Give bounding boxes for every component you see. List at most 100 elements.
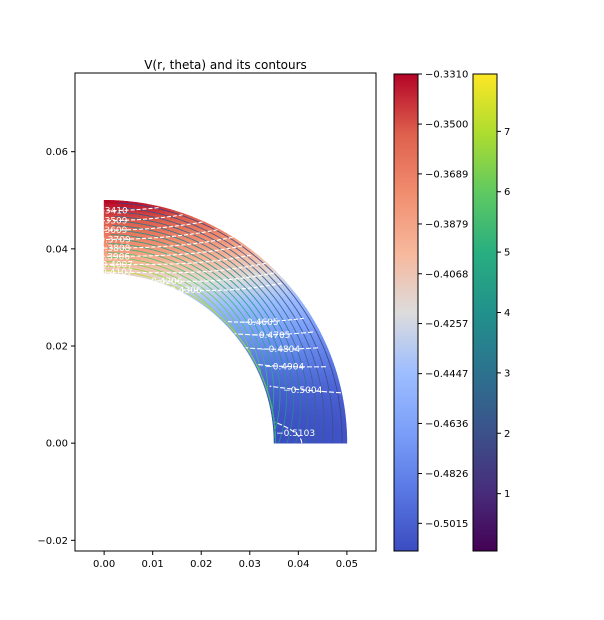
contour-line: [245, 347, 319, 350]
field-cell: [323, 434, 328, 440]
colorbar-stream-gradient: [472, 73, 498, 552]
field-cell: [339, 395, 344, 402]
field-cell: [326, 433, 331, 440]
colorbar-tick-label: 2: [504, 429, 510, 440]
contour-label: −0.4206: [144, 277, 183, 287]
field-cell: [343, 428, 347, 435]
contour-label: −0.3906: [91, 252, 130, 262]
field-cell: [342, 414, 347, 420]
contour-label: −0.3709: [92, 235, 131, 245]
contour-line: [104, 229, 218, 240]
y-tick-label: −0.02: [37, 536, 68, 547]
x-tick-label: 0.01: [142, 559, 164, 570]
contour-label: −0.4107: [94, 268, 133, 278]
streamline: [111, 229, 294, 444]
field-cell: [335, 433, 339, 439]
colorbar-tick-label: 5: [504, 248, 510, 259]
colorbar-v: −0.3310 −0.3500 −0.3689 −0.3879 −0.4068 −0.42…: [393, 70, 468, 552]
field-cell: [279, 439, 283, 444]
field-cell: [339, 400, 345, 406]
contour-line: [258, 364, 326, 368]
contour-line: [104, 254, 252, 266]
colorbar-tick-label: −0.4826: [425, 469, 468, 480]
field-cell: [103, 199, 110, 204]
streamline: [113, 220, 309, 444]
colorbar-tick-label: 1: [504, 489, 510, 500]
y-tick-label: 0.00: [46, 439, 68, 450]
field-cell: [315, 434, 320, 440]
plot-area: −0.3410−0.3509−0.3609−0.3709−0.3808−0.39…: [88, 199, 348, 444]
field-cell: [338, 438, 342, 444]
field-cell: [113, 200, 119, 204]
contour-line: [269, 385, 342, 394]
field-cell: [341, 409, 346, 416]
y-tick-label: 0.04: [46, 244, 68, 255]
field-cell: [335, 438, 339, 444]
contour-label: −0.4804: [261, 345, 300, 355]
contour-label: −0.4007: [94, 261, 133, 271]
colorbar-tick-label: −0.4447: [425, 369, 468, 380]
field-cell: [290, 439, 294, 444]
x-tick-label: 0.03: [239, 559, 261, 570]
y-tick-label: 0.02: [46, 342, 68, 353]
contour-label: −0.3509: [88, 217, 127, 227]
contour-label: −0.3410: [89, 207, 128, 217]
colorbar-tick-label: −0.3310: [425, 70, 468, 81]
contour-line: [104, 207, 159, 212]
colorbar-tick-label: −0.5015: [425, 519, 468, 530]
field-cell: [343, 433, 348, 439]
colorbar-stream-ticks: 1 2 3 4 5 6 7: [497, 127, 510, 500]
x-tick-label: 0.02: [190, 559, 212, 570]
contour-label: −0.4605: [240, 318, 279, 328]
contour-line: [104, 262, 267, 274]
field-cell: [343, 438, 348, 444]
contour-lines: −0.3410−0.3509−0.3609−0.3709−0.3808−0.39…: [88, 207, 342, 444]
contour-label: −0.5103: [276, 429, 315, 439]
x-tick-label: 0.05: [336, 559, 358, 570]
colorbar-tick-label: −0.4636: [425, 419, 468, 430]
field-cell: [307, 438, 311, 444]
potential-field: [103, 199, 348, 444]
contour-line: [104, 236, 233, 249]
field-cell: [318, 438, 322, 444]
field-cell: [337, 433, 342, 439]
field-cell: [324, 438, 328, 444]
field-cell: [343, 423, 347, 430]
contour-label: −0.4306: [163, 286, 202, 296]
contour-line: [156, 272, 275, 282]
field-cell: [332, 438, 336, 444]
y-axis-ticks: −0.02 0.00 0.02 0.04 0.06: [37, 147, 75, 547]
plot-frame: [74, 72, 377, 552]
colorbar-tick-label: −0.3500: [425, 120, 468, 131]
contour-line: [178, 282, 282, 292]
colorbar-v-gradient: [393, 73, 419, 552]
colorbar-tick-label: −0.4257: [425, 319, 468, 330]
chart-title: V(r, theta) and its contours: [144, 58, 307, 72]
field-cell: [310, 438, 314, 444]
contour-label: −0.3609: [88, 226, 127, 236]
field-cell: [342, 419, 347, 425]
field-cell: [340, 404, 345, 411]
colorbar-tick-label: 6: [504, 187, 510, 198]
x-tick-label: 0.00: [93, 559, 115, 570]
x-tick-label: 0.04: [287, 559, 309, 570]
y-tick-label: 0.06: [46, 147, 68, 158]
streamline: [112, 225, 301, 444]
colorbar-tick-label: −0.3879: [425, 219, 468, 230]
contour-line: [104, 214, 183, 222]
field-cell: [326, 438, 331, 444]
contour-line: [225, 317, 304, 323]
streamline: [118, 202, 343, 444]
contour-line: [275, 421, 303, 444]
x-axis-ticks: 0.00 0.01 0.02 0.03 0.04 0.05: [93, 551, 358, 570]
contour-label: −0.5004: [283, 386, 322, 396]
colorbar-tick-label: −0.3689: [425, 169, 468, 180]
field-cell: [332, 433, 336, 439]
colorbar-tick-label: 4: [504, 308, 510, 319]
contour-label: −0.4705: [251, 331, 290, 341]
field-cell: [282, 439, 286, 444]
field-cell: [318, 434, 322, 440]
streamline: [117, 207, 334, 444]
streamline: [108, 243, 276, 444]
